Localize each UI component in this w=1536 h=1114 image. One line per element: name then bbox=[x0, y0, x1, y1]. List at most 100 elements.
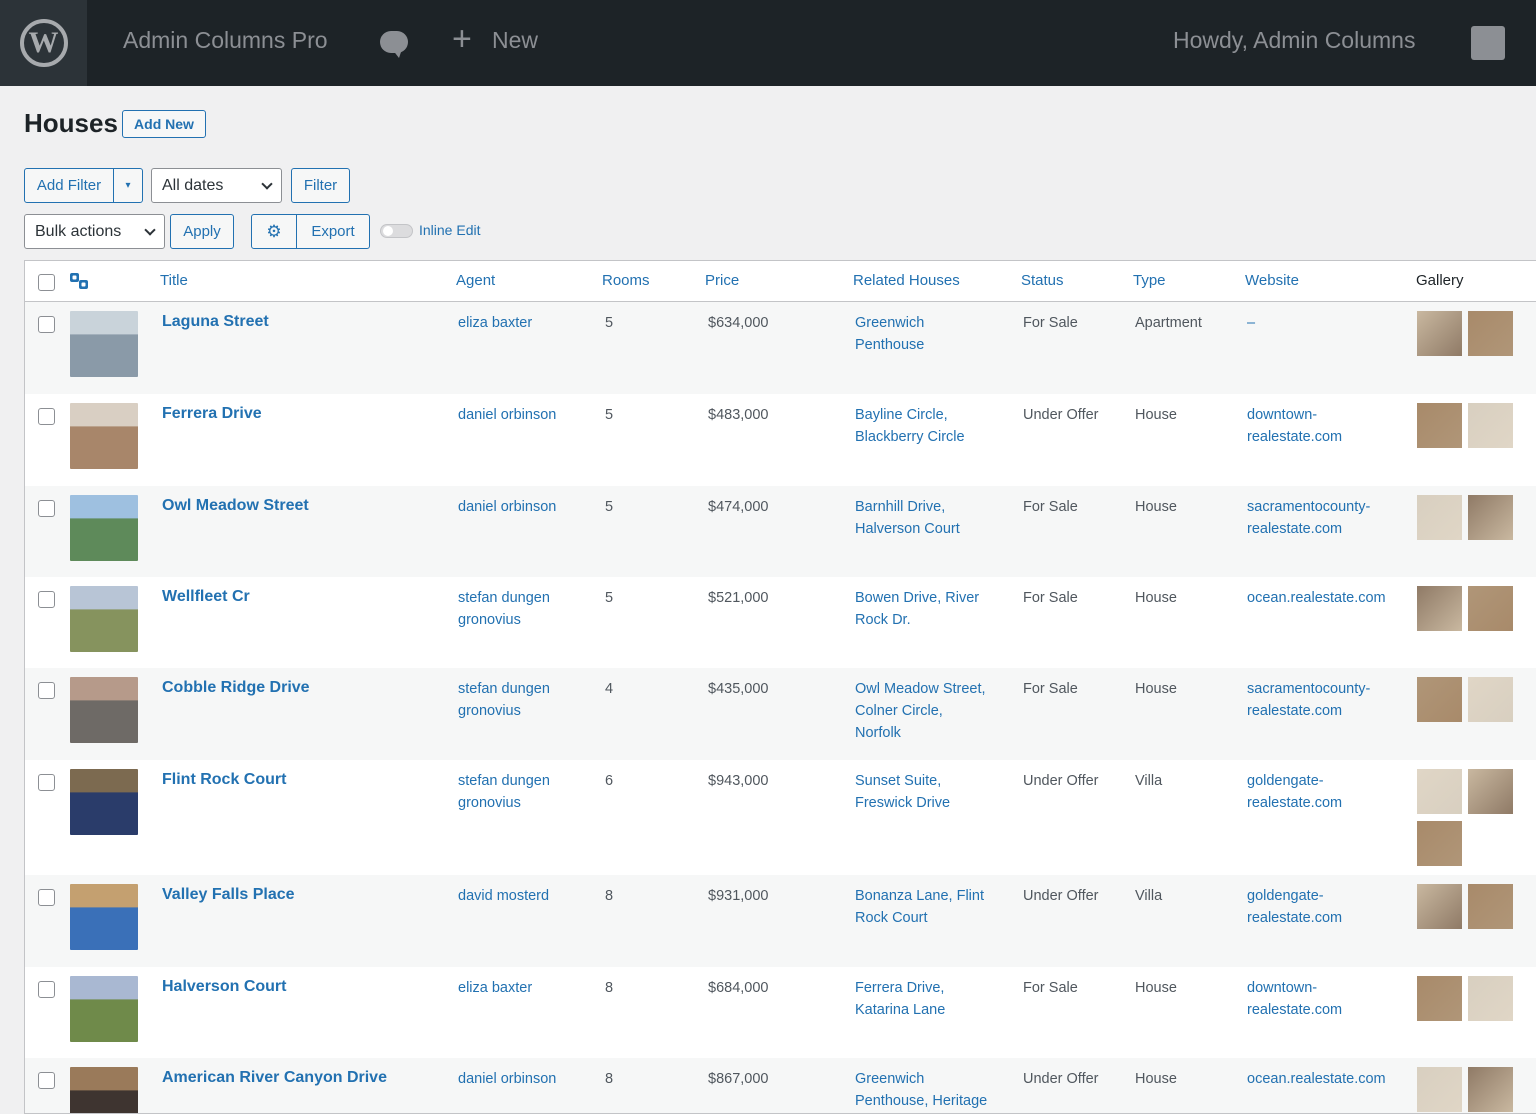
select-all-checkbox[interactable] bbox=[38, 274, 55, 291]
cell-website[interactable]: downtown- realestate.com bbox=[1247, 407, 1343, 445]
gallery-image[interactable] bbox=[1417, 976, 1462, 1021]
gallery-image[interactable] bbox=[1417, 586, 1462, 631]
user-greeting[interactable]: Howdy, Admin Columns bbox=[1173, 27, 1416, 53]
cell-agent[interactable]: daniel orbinson bbox=[458, 407, 557, 423]
row-checkbox[interactable] bbox=[38, 774, 55, 791]
cell-agent[interactable]: stefan dungen gronovius bbox=[458, 681, 550, 719]
cell-website[interactable]: goldengate- realestate.com bbox=[1247, 888, 1343, 926]
row-title-link[interactable]: Flint Rock Court bbox=[162, 771, 287, 788]
row-checkbox[interactable] bbox=[38, 889, 55, 906]
row-checkbox[interactable] bbox=[38, 316, 55, 333]
cell-related[interactable]: Greenwich Penthouse bbox=[855, 315, 925, 353]
gallery-image[interactable] bbox=[1468, 976, 1513, 1021]
cell-agent[interactable]: stefan dungen gronovius bbox=[458, 590, 550, 628]
row-checkbox[interactable] bbox=[38, 591, 55, 608]
cell-agent[interactable]: eliza baxter bbox=[458, 315, 533, 331]
gallery-image[interactable] bbox=[1417, 884, 1462, 929]
featured-image[interactable] bbox=[70, 769, 138, 835]
filter-button[interactable]: Filter bbox=[291, 168, 350, 203]
row-checkbox[interactable] bbox=[38, 408, 55, 425]
add-filter-button[interactable]: Add Filter bbox=[24, 168, 114, 203]
cell-agent[interactable]: david mosterd bbox=[458, 888, 550, 904]
inline-edit-label[interactable]: Inline Edit bbox=[419, 222, 481, 238]
site-name-link[interactable]: Admin Columns Pro bbox=[123, 27, 328, 53]
cell-agent[interactable]: eliza baxter bbox=[458, 980, 533, 996]
row-title-link[interactable]: Owl Meadow Street bbox=[162, 497, 309, 514]
gallery-image[interactable] bbox=[1468, 884, 1513, 929]
gallery-image[interactable] bbox=[1417, 821, 1462, 866]
row-title-link[interactable]: Ferrera Drive bbox=[162, 405, 262, 422]
inline-edit-toggle[interactable] bbox=[380, 224, 413, 238]
row-title-link[interactable]: Valley Falls Place bbox=[162, 886, 295, 903]
cell-related[interactable]: Greenwich Penthouse, Heritage bbox=[855, 1071, 988, 1109]
cell-website[interactable]: ocean.realestate.com bbox=[1247, 590, 1386, 606]
comments-icon[interactable] bbox=[380, 31, 408, 58]
avatar[interactable] bbox=[1471, 26, 1505, 60]
column-price[interactable]: Price bbox=[705, 272, 740, 289]
gallery-image[interactable] bbox=[1417, 677, 1462, 722]
row-title-link[interactable]: American River Canyon Drive bbox=[162, 1069, 387, 1086]
column-title[interactable]: Title bbox=[160, 272, 188, 289]
bulk-actions-select[interactable]: Bulk actions bbox=[24, 214, 165, 249]
export-button[interactable]: Export bbox=[296, 214, 370, 249]
plus-icon[interactable]: + bbox=[452, 20, 472, 58]
gallery-image[interactable] bbox=[1417, 403, 1462, 448]
featured-image[interactable] bbox=[70, 311, 138, 377]
cell-related[interactable]: Owl Meadow Street, Colner Circle, Norfol… bbox=[855, 681, 986, 741]
row-checkbox[interactable] bbox=[38, 1072, 55, 1089]
featured-image[interactable] bbox=[70, 884, 138, 950]
gallery-image[interactable] bbox=[1468, 1067, 1513, 1112]
add-filter-dropdown[interactable]: ▾ bbox=[113, 168, 143, 203]
featured-image[interactable] bbox=[70, 976, 138, 1042]
gallery-image[interactable] bbox=[1417, 495, 1462, 540]
apply-button[interactable]: Apply bbox=[170, 214, 234, 249]
featured-image[interactable] bbox=[70, 1067, 138, 1113]
settings-button[interactable]: ⚙ bbox=[251, 214, 297, 249]
new-content-link[interactable]: New bbox=[492, 27, 539, 53]
gallery-image[interactable] bbox=[1468, 586, 1513, 631]
column-rooms[interactable]: Rooms bbox=[602, 272, 650, 289]
gallery-image[interactable] bbox=[1417, 311, 1462, 356]
column-status[interactable]: Status bbox=[1021, 272, 1064, 289]
cell-website[interactable]: – bbox=[1247, 315, 1256, 331]
featured-image[interactable] bbox=[70, 403, 138, 469]
cell-related[interactable]: Ferrera Drive, Katarina Lane bbox=[855, 980, 946, 1018]
row-checkbox[interactable] bbox=[38, 981, 55, 998]
row-checkbox[interactable] bbox=[38, 682, 55, 699]
cell-website[interactable]: goldengate- realestate.com bbox=[1247, 773, 1343, 811]
row-title-link[interactable]: Laguna Street bbox=[162, 313, 269, 330]
featured-image[interactable] bbox=[70, 677, 138, 743]
cell-website[interactable]: downtown- realestate.com bbox=[1247, 980, 1343, 1018]
featured-image[interactable] bbox=[70, 586, 138, 652]
row-title-link[interactable]: Halverson Court bbox=[162, 978, 287, 995]
cell-related[interactable]: Bowen Drive, River Rock Dr. bbox=[855, 590, 980, 628]
cell-agent[interactable]: daniel orbinson bbox=[458, 499, 557, 515]
row-title-link[interactable]: Wellfleet Cr bbox=[162, 588, 250, 605]
row-title-link[interactable]: Cobble Ridge Drive bbox=[162, 679, 310, 696]
featured-image[interactable] bbox=[70, 495, 138, 561]
column-website[interactable]: Website bbox=[1245, 272, 1299, 289]
gallery-image[interactable] bbox=[1468, 403, 1513, 448]
column-related-houses[interactable]: Related Houses bbox=[853, 272, 960, 289]
row-checkbox[interactable] bbox=[38, 500, 55, 517]
wordpress-logo-button[interactable]: W bbox=[0, 0, 87, 86]
column-type[interactable]: Type bbox=[1133, 272, 1166, 289]
column-agent[interactable]: Agent bbox=[456, 272, 496, 289]
cell-related[interactable]: Barnhill Drive, Halverson Court bbox=[855, 499, 960, 537]
gallery-image[interactable] bbox=[1417, 1067, 1462, 1112]
cell-related[interactable]: Bonanza Lane, Flint Rock Court bbox=[855, 888, 984, 926]
cell-related[interactable]: Bayline Circle, Blackberry Circle bbox=[855, 407, 965, 445]
gallery-image[interactable] bbox=[1468, 495, 1513, 540]
gallery-image[interactable] bbox=[1468, 769, 1513, 814]
cell-website[interactable]: ocean.realestate.com bbox=[1247, 1071, 1386, 1087]
add-new-button[interactable]: Add New bbox=[122, 110, 206, 138]
cell-agent[interactable]: stefan dungen gronovius bbox=[458, 773, 550, 811]
cell-website[interactable]: sacramentocounty- realestate.com bbox=[1247, 681, 1371, 719]
dates-select[interactable]: All dates bbox=[151, 168, 282, 203]
cell-agent[interactable]: daniel orbinson bbox=[458, 1071, 557, 1087]
gallery-image[interactable] bbox=[1468, 677, 1513, 722]
gallery-image[interactable] bbox=[1417, 769, 1462, 814]
featured-image-icon[interactable] bbox=[69, 272, 91, 292]
cell-website[interactable]: sacramentocounty- realestate.com bbox=[1247, 499, 1371, 537]
cell-related[interactable]: Sunset Suite, Freswick Drive bbox=[855, 773, 951, 811]
